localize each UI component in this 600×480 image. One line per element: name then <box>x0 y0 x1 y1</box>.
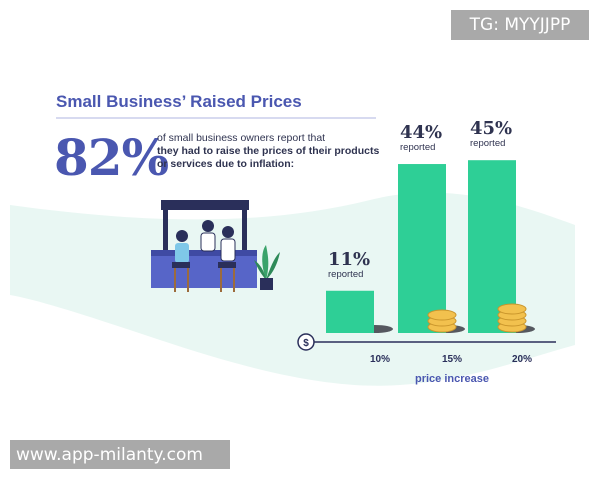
bar-15% <box>398 164 446 333</box>
shop-illustration <box>151 200 280 292</box>
x-axis-label: price increase <box>415 373 489 385</box>
axis-symbol: $ <box>303 338 309 349</box>
headline-description: of small business owners report that the… <box>157 132 387 171</box>
description-bold: they had to raise the prices of their pr… <box>157 145 380 170</box>
data-label: 11% reported <box>328 248 371 280</box>
tick-label: 15% <box>442 354 462 365</box>
data-label-value: 11% <box>328 248 371 270</box>
coin-icon <box>497 303 527 315</box>
tick-label: 20% <box>512 354 532 365</box>
data-label: 45% reported <box>470 118 513 150</box>
data-label-suffix: reported <box>400 142 436 154</box>
bar-10% <box>326 290 374 333</box>
page-title: Small Business’ Raised Prices <box>56 92 302 111</box>
data-label-value: 44% <box>400 122 443 144</box>
data-label-suffix: reported <box>328 268 364 280</box>
data-label-suffix: reported <box>470 138 506 150</box>
tick-label: 10% <box>370 354 390 365</box>
description-line: of small business owners report that <box>157 132 326 144</box>
coin-icon <box>427 309 457 321</box>
watermark-bottom: www.app-milanty.com <box>10 440 230 469</box>
headline-percent: 82% <box>54 128 169 187</box>
data-label-value: 45% <box>470 118 513 140</box>
dollar-axis-icon <box>297 333 315 351</box>
watermark-top: TG: MYYJJPP <box>451 10 589 40</box>
title-divider <box>56 117 376 119</box>
data-label: 44% reported <box>400 122 443 154</box>
